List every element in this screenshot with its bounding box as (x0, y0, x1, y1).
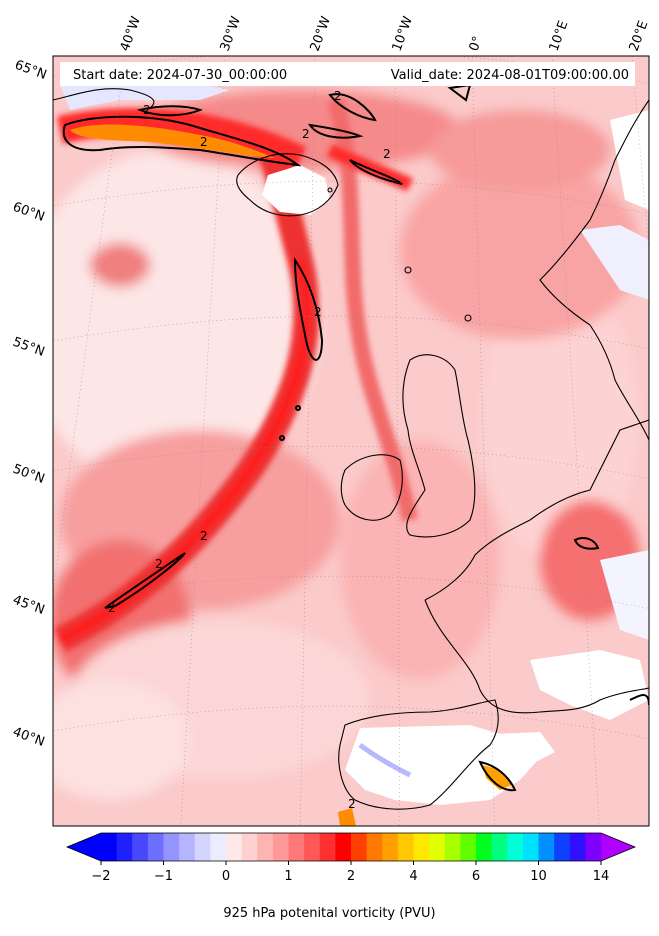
lon-label: 20°W (308, 14, 334, 53)
colorbar-swatch (241, 833, 258, 861)
colorbar-swatch (554, 833, 571, 861)
colorbar-swatch (304, 833, 321, 861)
colorbar-swatch (491, 833, 508, 861)
colorbar-swatch (319, 833, 336, 861)
lat-label: 55°N (11, 335, 47, 360)
contour-label: 2 (108, 601, 116, 615)
colorbar-tick-label: 14 (593, 869, 610, 884)
contour-label: 2 (143, 103, 151, 117)
colorbar-swatch (585, 833, 602, 861)
lat-label: 65°N (13, 58, 49, 83)
colorbar-swatch (179, 833, 196, 861)
coastlines (53, 88, 649, 810)
contour-label: 2 (334, 89, 342, 103)
colorbar-swatch (288, 833, 305, 861)
colorbar-tick-label: −1 (154, 869, 173, 884)
colorbar: −2 −1 0 1 2 4 6 10 14 (65, 832, 637, 884)
valid-date-label: Valid_date: 2024-08-01T09:00:00.00 (391, 68, 629, 83)
colorbar-swatch (382, 833, 399, 861)
pv-2-contours (62, 83, 649, 792)
colorbar-swatch (194, 833, 211, 861)
colorbar-extend-min (67, 833, 101, 861)
contour-label: 2 (314, 305, 322, 319)
colorbar-swatch (132, 833, 149, 861)
colorbar-swatch (335, 833, 352, 861)
colorbar-swatch (351, 833, 368, 861)
pv-maxima (70, 124, 512, 826)
contour-label: 2 (200, 135, 208, 149)
colorbar-swatch (397, 833, 415, 861)
contour-labels: 2 2 2 2 2 2 2 2 2 2 (108, 89, 391, 811)
colorbar-swatch (460, 833, 477, 861)
colorbar-swatch (538, 833, 555, 861)
colorbar-tick-label: 1 (284, 869, 292, 884)
colorbar-swatch (226, 833, 243, 861)
colorbar-swatch (444, 833, 461, 861)
colorbar-swatch (366, 833, 383, 861)
contour-label: 2 (302, 127, 310, 141)
lon-label: 10°W (390, 14, 416, 53)
colorbar-swatch (101, 833, 118, 861)
colorbar-swatch (476, 833, 493, 861)
lat-label: 40°N (11, 725, 47, 750)
contour-label: 2 (348, 797, 356, 811)
colorbar-swatch (272, 833, 290, 861)
colorbar-tick-label: 2 (347, 869, 355, 884)
longitude-labels: 40°W 30°W 20°W 10°W 0° 10°E 20°E (118, 14, 652, 53)
colorbar-tick-label: 0 (222, 869, 230, 884)
lon-label: 40°W (118, 14, 144, 53)
colorbar-swatch (507, 833, 524, 861)
map-frame (52, 55, 650, 827)
colorbar-tick-label: 10 (530, 869, 547, 884)
lon-label: 0° (467, 34, 486, 53)
colorbar-swatch (569, 833, 586, 861)
colorbar-swatch (147, 833, 165, 861)
colorbar-tick-label: 4 (409, 869, 417, 884)
colorbar-swatch (429, 833, 446, 861)
colorbar-swatch (413, 833, 430, 861)
header-box (60, 62, 635, 86)
map-panel (53, 56, 649, 826)
colorbar-swatch (210, 833, 227, 861)
lon-label: 30°W (218, 14, 244, 53)
colorbar-swatch (257, 833, 274, 861)
contour-label: 2 (383, 147, 391, 161)
contour-label: 2 (155, 557, 163, 571)
colorbar-extend-max (601, 833, 635, 861)
colorbar-swatch (163, 833, 180, 861)
latitude-labels: 65°N 60°N 55°N 50°N 45°N 40°N (11, 58, 49, 750)
lon-label: 10°E (547, 19, 572, 54)
start-date-label: Start date: 2024-07-30_00:00:00 (73, 68, 287, 83)
colorbar-swatch (116, 833, 133, 861)
colorbar-swatch (522, 833, 540, 861)
colorbar-tick-label: −2 (91, 869, 110, 884)
lat-label: 45°N (11, 593, 47, 618)
graticule (53, 56, 649, 826)
lat-label: 50°N (11, 462, 47, 487)
colorbar-tick-label: 6 (472, 869, 480, 884)
colorbar-title: 925 hPa potenital vorticity (PVU) (223, 906, 436, 921)
lat-label: 60°N (11, 200, 47, 225)
contour-label: 2 (200, 529, 208, 543)
lon-label: 20°E (627, 19, 652, 54)
